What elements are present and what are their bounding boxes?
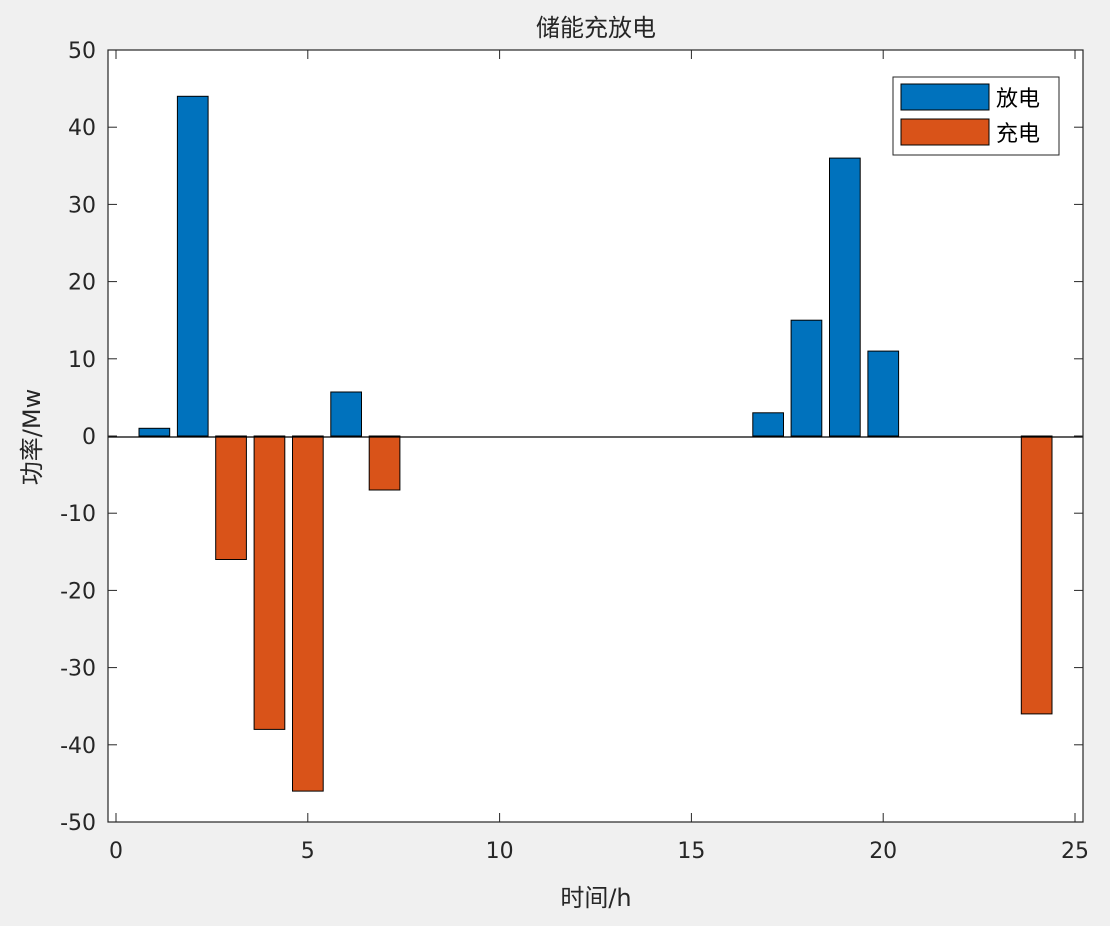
y-tick-label-40: 40 [68,116,96,141]
y-axis-label: 功率/Mw [18,389,46,485]
discharge-bar-h18 [790,319,823,437]
y-tick-label--10: -10 [60,502,96,527]
y-tick-label-20: 20 [68,271,96,296]
discharge-bar-h6 [330,391,362,437]
discharge-bar-h2 [176,95,209,437]
legend-label-charge: 充电 [996,122,1040,147]
legend-swatch-discharge [900,83,990,111]
x-tick-label-25: 25 [1061,839,1089,864]
charge-bar-h3 [215,435,247,560]
x-tick-label-20: 20 [869,839,897,864]
chart-title: 储能充放电 [536,14,656,42]
charge-bar-h7 [368,435,401,491]
x-axis-label: 时间/h [560,884,631,912]
x-tick-label-0: 0 [109,839,123,864]
discharge-bar-h19 [829,157,861,437]
discharge-bar-h20 [867,350,900,437]
x-tick-label-15: 15 [677,839,705,864]
bars-group [138,95,1053,792]
y-tick-label-30: 30 [68,193,96,218]
legend-label-discharge: 放电 [996,87,1040,112]
y-tick-label-10: 10 [68,348,96,373]
x-axis-ticks: 0 5 10 15 20 25 [109,50,1089,864]
charge-bar-h24 [1020,435,1053,715]
discharge-bar-h17 [752,412,784,437]
y-tick-label-0: 0 [82,425,96,450]
y-tick-label--30: -30 [60,657,96,682]
legend-swatch-charge [900,118,990,146]
y-tick-label--40: -40 [60,734,96,759]
y-axis-ticks: 50 40 30 20 10 0 -10 -20 -30 -40 -50 [60,39,1083,836]
discharge-bar-h1 [138,427,171,437]
y-tick-label-50: 50 [68,39,96,64]
charge-bar-h4 [253,435,286,730]
y-tick-label--50: -50 [60,811,96,836]
charge-bar-h5 [292,435,324,792]
y-tick-label--20: -20 [60,579,96,604]
x-tick-label-10: 10 [486,839,514,864]
legend: 放电 充电 [892,76,1060,156]
x-tick-label-5: 5 [301,839,315,864]
